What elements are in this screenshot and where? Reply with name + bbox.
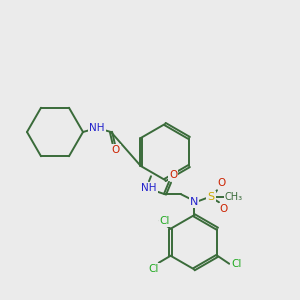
Text: NH: NH <box>141 183 157 193</box>
Text: Cl: Cl <box>231 259 242 269</box>
Text: O: O <box>169 170 177 180</box>
Text: Cl: Cl <box>160 216 170 226</box>
Text: Cl: Cl <box>148 264 159 274</box>
Text: O: O <box>218 178 226 188</box>
Text: NH: NH <box>89 123 105 133</box>
Text: CH₃: CH₃ <box>225 192 243 202</box>
Text: S: S <box>207 192 214 202</box>
Text: O: O <box>220 204 228 214</box>
Text: O: O <box>112 145 120 155</box>
Text: N: N <box>190 197 198 207</box>
